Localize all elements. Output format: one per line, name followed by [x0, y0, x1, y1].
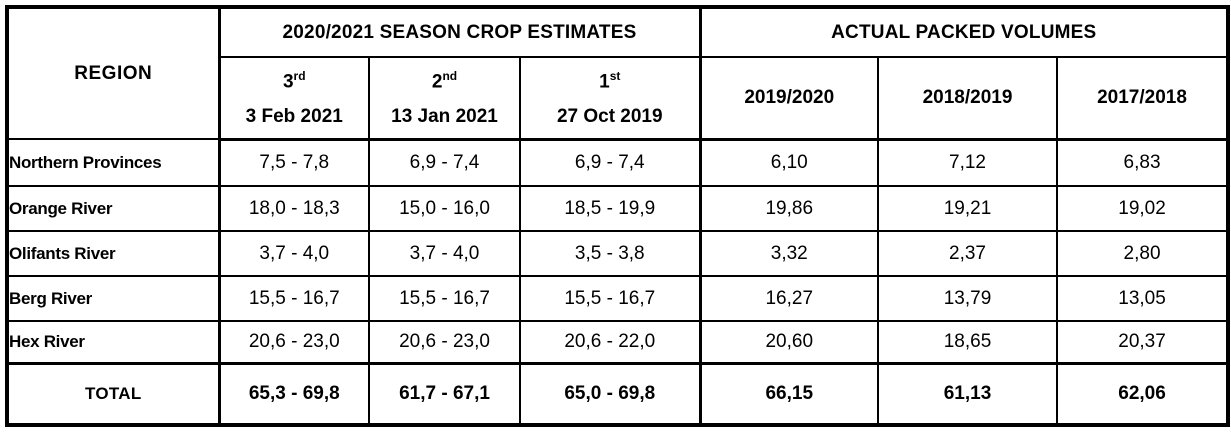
estimate-value: 15,5 - 16,7 [217, 275, 370, 322]
region-name: Olifants River [6, 230, 220, 277]
actual-value: 13,05 [1056, 275, 1230, 322]
table-row-orange-river: Orange River 18,0 - 18,3 15,0 - 16,0 18,… [6, 185, 1230, 232]
actual-value: 18,65 [877, 320, 1059, 364]
estimate-rank: 3rd [282, 68, 306, 92]
table-row-northern-provinces: Northern Provinces 7,5 - 7,8 6,9 - 7,4 6… [6, 138, 1230, 187]
actual-value: 2,80 [1056, 230, 1230, 277]
actual-packed-volumes-group-header: ACTUAL PACKED VOLUMES [698, 6, 1230, 58]
estimate-date: 3 Feb 2021 [245, 105, 343, 127]
estimate-value: 18,0 - 18,3 [217, 185, 370, 232]
table-row-total: TOTAL 65,3 - 69,8 61,7 - 67,1 65,0 - 69,… [6, 361, 1230, 426]
estimate-value: 3,7 - 4,0 [217, 230, 370, 277]
actual-value: 6,83 [1056, 138, 1230, 187]
year-2017-2018-column-header: 2017/2018 [1056, 56, 1230, 141]
estimate-value: 15,0 - 16,0 [368, 185, 521, 232]
group-header-row: REGION 2020/2021 SEASON CROP ESTIMATES A… [6, 6, 1230, 140]
actual-value: 19,21 [877, 185, 1059, 232]
estimate-value: 6,9 - 7,4 [368, 138, 521, 187]
actual-value: 20,37 [1056, 320, 1230, 364]
year-2019-2020-column-header: 2019/2020 [698, 56, 880, 141]
region-name: Northern Provinces [6, 138, 220, 187]
actual-value: 2,37 [877, 230, 1059, 277]
total-estimate-value: 61,7 - 67,1 [368, 361, 521, 426]
estimate-value: 15,5 - 16,7 [518, 275, 702, 322]
total-estimate-value: 65,0 - 69,8 [518, 361, 702, 426]
estimate-value: 20,6 - 23,0 [368, 320, 521, 364]
region-column-header: REGION [6, 6, 220, 140]
total-actual-value: 66,15 [698, 361, 880, 426]
estimate-rank: 2nd [431, 68, 458, 92]
estimate-value: 20,6 - 22,0 [518, 320, 702, 364]
actual-value: 19,02 [1056, 185, 1230, 232]
crop-estimates-table: REGION 2020/2021 SEASON CROP ESTIMATES A… [5, 5, 1231, 427]
actual-value: 6,10 [698, 138, 880, 187]
estimate-value: 15,5 - 16,7 [368, 275, 521, 322]
table-row-hex-river: Hex River 20,6 - 23,0 20,6 - 23,0 20,6 -… [6, 320, 1230, 364]
actual-value: 3,32 [698, 230, 880, 277]
actual-value: 13,79 [877, 275, 1059, 322]
region-name: Hex River [6, 320, 220, 364]
estimate-1st-column-header: 1st 27 Oct 2019 [518, 56, 702, 141]
total-actual-value: 61,13 [877, 361, 1059, 426]
estimate-value: 6,9 - 7,4 [518, 138, 702, 187]
estimate-value: 3,7 - 4,0 [368, 230, 521, 277]
actual-value: 19,86 [698, 185, 880, 232]
estimate-value: 3,5 - 3,8 [518, 230, 702, 277]
actual-value: 20,60 [698, 320, 880, 364]
actual-value: 7,12 [877, 138, 1059, 187]
estimate-value: 20,6 - 23,0 [217, 320, 370, 364]
total-actual-value: 62,06 [1056, 361, 1230, 426]
estimate-date: 13 Jan 2021 [391, 105, 498, 127]
total-estimate-value: 65,3 - 69,8 [217, 361, 370, 426]
estimate-rank: 1st [599, 68, 621, 92]
region-name: Berg River [6, 275, 220, 322]
season-crop-estimates-group-header: 2020/2021 SEASON CROP ESTIMATES [217, 6, 702, 58]
region-name: Orange River [6, 185, 220, 232]
estimate-2nd-column-header: 2nd 13 Jan 2021 [368, 56, 521, 141]
year-2018-2019-column-header: 2018/2019 [877, 56, 1059, 141]
column-header-row: 3rd 3 Feb 2021 2nd 13 Jan 2021 1st 27 Oc… [7, 56, 1230, 141]
estimate-value: 18,5 - 19,9 [518, 185, 702, 232]
estimate-3rd-column-header: 3rd 3 Feb 2021 [217, 56, 370, 141]
estimate-date: 27 Oct 2019 [556, 105, 663, 127]
table-row-berg-river: Berg River 15,5 - 16,7 15,5 - 16,7 15,5 … [6, 275, 1230, 322]
actual-value: 16,27 [698, 275, 880, 322]
table-row-olifants-river: Olifants River 3,7 - 4,0 3,7 - 4,0 3,5 -… [6, 230, 1230, 277]
estimate-value: 7,5 - 7,8 [217, 138, 370, 187]
total-label: TOTAL [6, 361, 220, 426]
